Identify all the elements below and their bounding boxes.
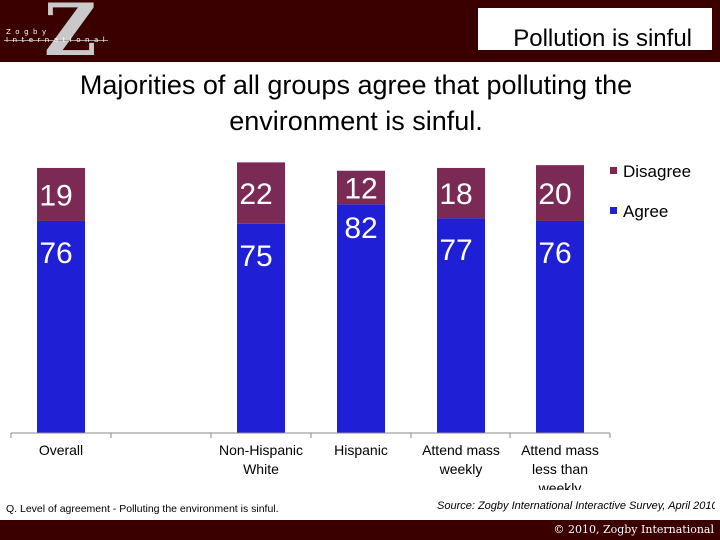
x-tick-label-attend-mass-weekly: Attend mass weekly [422, 442, 500, 477]
data-label-agree-overall: 76 [39, 237, 72, 270]
legend-swatch-agree [610, 207, 617, 214]
logo-z-mark: Z [44, 0, 97, 72]
plot-area: 19 76 22 75 12 82 18 77 20 76 Overall Non-Hispanic W… [10, 162, 611, 490]
x-tick-label-attend-mass-less-than-weekly: Attend mass less than weekly [521, 442, 599, 490]
x-tick-label-overall: Overall [39, 442, 83, 458]
bar-disagree-attend-mass-weekly [437, 167, 485, 219]
copyright-text: © 2010, Zogby International [553, 523, 714, 536]
stacked-bar-chart: 19 76 22 75 12 82 18 77 20 76 Overall Non-Hispanic W… [10, 162, 611, 490]
slide-title-box: Pollution is sinful [478, 8, 712, 52]
data-label-agree-non-hispanic-white: 75 [239, 240, 272, 273]
legend-label-disagree: Disagree [623, 162, 692, 181]
data-label-disagree-overall: 19 [39, 179, 72, 212]
source-note: Source: Zogby International Interactive … [437, 500, 715, 512]
x-tick-label-non-hispanic-white: Non-Hispanic White [219, 442, 303, 477]
x-tick-label-hispanic: Hispanic [334, 442, 388, 458]
chart-headline: Majorities of all groups agree that poll… [79, 70, 633, 136]
bar-disagree-attend-mass-less-than-weekly [536, 165, 584, 221]
data-label-disagree-non-hispanic-white: 22 [239, 178, 272, 211]
data-label-agree-hispanic: 82 [344, 212, 377, 245]
bar-agree-attend-mass-less-than-weekly [536, 220, 584, 433]
bar-agree-attend-mass-weekly [437, 218, 485, 433]
bar-disagree-non-hispanic-white [237, 162, 285, 224]
data-label-disagree-attend-mass-less-than-weekly: 20 [538, 178, 571, 211]
bar-agree-non-hispanic-white [237, 223, 285, 433]
data-label-agree-attend-mass-less-than-weekly: 76 [538, 237, 571, 270]
bar-agree-overall [37, 220, 85, 433]
bar-disagree-overall [37, 167, 85, 221]
header-bar: Z Zogby International Pollution is sinfu… [0, 0, 720, 66]
zogby-logo: Z Zogby International [0, 0, 130, 66]
bar-agree-hispanic [337, 204, 385, 433]
data-label-agree-attend-mass-weekly: 77 [439, 234, 472, 267]
logo-wordmark: Zogby International [6, 28, 110, 44]
slide-title: Pollution is sinful [513, 25, 692, 52]
logo-rule [4, 40, 108, 41]
legend-swatch-disagree [610, 167, 617, 174]
data-label-disagree-hispanic: 12 [344, 172, 377, 205]
question-note: Q. Level of agreement - Polluting the en… [6, 503, 279, 515]
legend-label-agree: Agree [623, 202, 669, 221]
bar-disagree-hispanic [337, 170, 385, 205]
footer-bar: © 2010, Zogby International [0, 520, 720, 540]
data-label-disagree-attend-mass-weekly: 18 [439, 178, 472, 211]
